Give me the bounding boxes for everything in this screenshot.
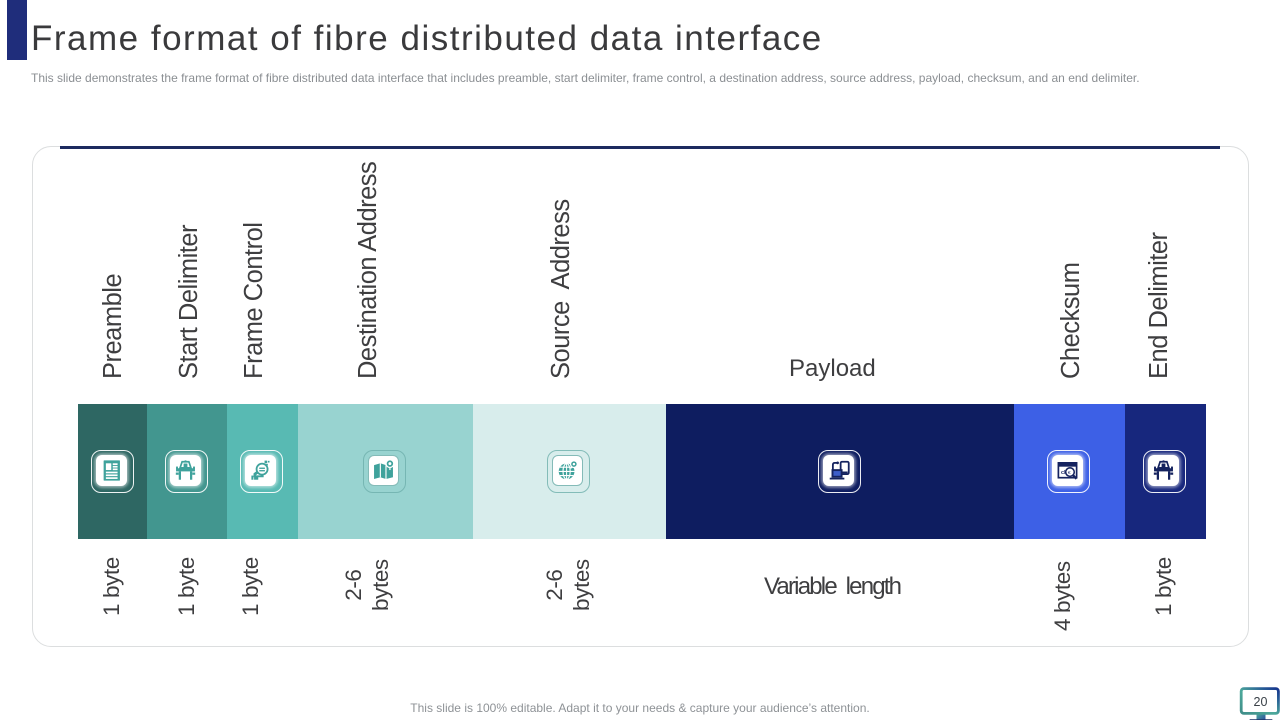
svg-text:20: 20	[1254, 695, 1268, 709]
svg-text:cl: cl	[1061, 470, 1066, 476]
svg-text:€: €	[1068, 470, 1071, 476]
